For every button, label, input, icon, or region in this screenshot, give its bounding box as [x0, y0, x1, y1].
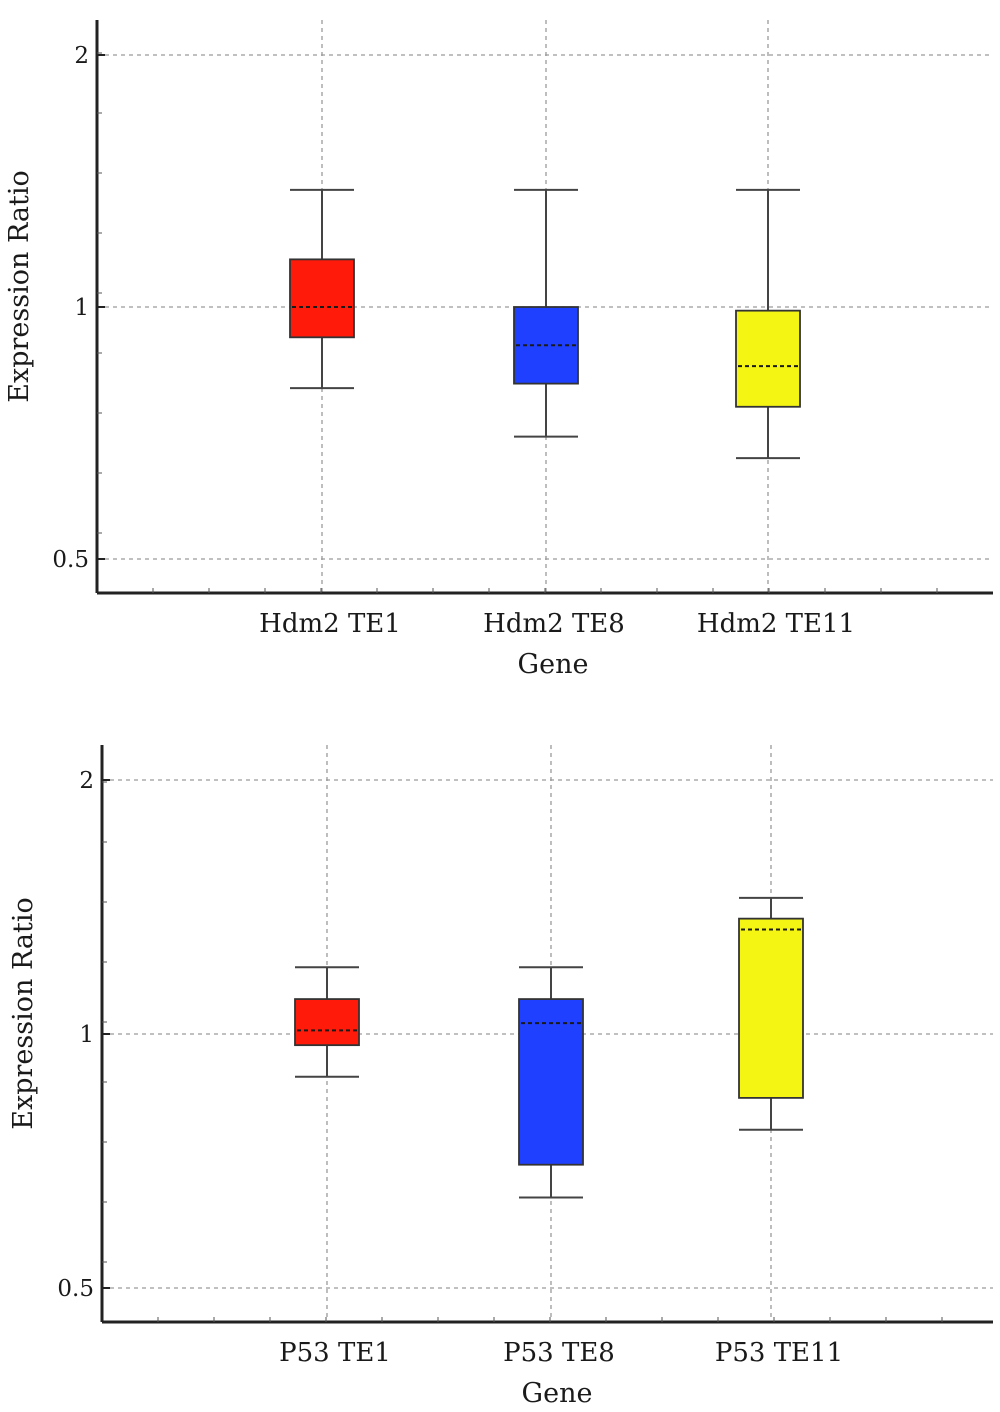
box-body — [518, 998, 584, 1166]
chart-panel-2: 0.5 1 2 P53 TE1 P53 TE8 P53 TE11 Gene Expressio… — [8, 745, 993, 1409]
y-tick-label: 0.5 — [52, 547, 89, 573]
box-body — [738, 917, 804, 1099]
box-1 — [294, 966, 360, 1078]
x-axis-title: Gene — [522, 1378, 593, 1409]
box-body — [735, 309, 801, 408]
y-axis-title: Expression Ratio — [8, 897, 39, 1129]
box-body — [289, 258, 355, 339]
x-category-label: Hdm2 TE8 — [483, 609, 625, 639]
x-category-label: P53 TE8 — [503, 1338, 615, 1368]
y-axis-title: Expression Ratio — [4, 170, 35, 402]
y-tick-label: 1 — [74, 295, 89, 321]
x-category-label: Hdm2 TE1 — [259, 609, 401, 639]
y-tick-label: 2 — [74, 43, 89, 69]
x-category-label: P53 TE11 — [715, 1338, 843, 1368]
y-tick-label: 1 — [79, 1022, 94, 1048]
box-3 — [738, 896, 804, 1131]
box-body — [294, 998, 360, 1047]
chart-panel-1: 0.5 1 2 Hdm2 TE1 Hdm2 TE8 Hdm2 TE11 Gene Expres… — [4, 20, 993, 680]
box-1 — [289, 188, 355, 390]
box-2 — [518, 966, 584, 1199]
x-category-label: Hdm2 TE11 — [697, 609, 855, 639]
x-axis-title: Gene — [518, 649, 589, 680]
box-3 — [735, 188, 801, 460]
y-tick-label: 2 — [79, 768, 94, 794]
y-tick-label: 0.5 — [57, 1276, 94, 1302]
x-category-label: P53 TE1 — [279, 1338, 391, 1368]
box-2 — [513, 188, 579, 438]
